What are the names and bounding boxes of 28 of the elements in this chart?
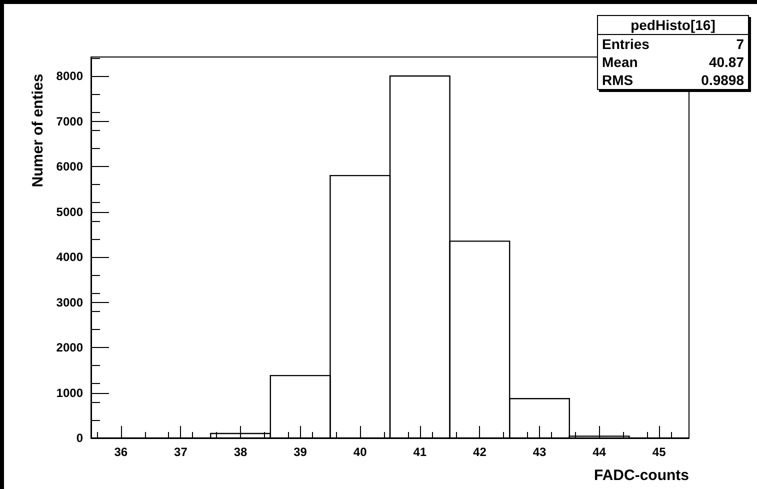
x-tick-label: 43 bbox=[532, 445, 546, 459]
x-tick-label: 44 bbox=[592, 445, 606, 459]
text: 40.87 bbox=[708, 53, 744, 71]
x-tick-label: 41 bbox=[413, 445, 427, 459]
x-tick-label: 45 bbox=[652, 445, 666, 459]
y-tick-label: 5000 bbox=[56, 204, 84, 219]
x-tick-label: 38 bbox=[234, 445, 248, 459]
y-tick-label: 4000 bbox=[56, 250, 84, 264]
y-tick-label: 8000 bbox=[56, 69, 84, 84]
y-tick-label: 6000 bbox=[56, 160, 84, 174]
x-tick-label: 39 bbox=[294, 445, 308, 459]
x-tick-label: 37 bbox=[174, 445, 188, 459]
y-tick-label: 3000 bbox=[56, 295, 84, 310]
text: 0.9898 bbox=[701, 71, 744, 89]
text: Entries bbox=[602, 35, 650, 53]
annotation: Mean bbox=[602, 53, 638, 71]
annotation: RMS bbox=[602, 71, 634, 89]
x-tick-label: 40 bbox=[353, 445, 368, 459]
x-tick-label: 36 bbox=[114, 445, 128, 459]
x-axis-title: FADC-counts bbox=[594, 467, 689, 484]
y-tick-label: 7000 bbox=[56, 114, 84, 128]
y-axis-title: Numer of enties bbox=[29, 74, 46, 188]
text: 7 bbox=[736, 35, 744, 53]
y-tick-label: 2000 bbox=[56, 340, 84, 354]
y-tick-label: 0 bbox=[76, 431, 84, 445]
x-tick-label: 42 bbox=[473, 445, 487, 459]
text: pedHisto[16] bbox=[598, 16, 748, 35]
y-tick-label: 1000 bbox=[56, 386, 84, 400]
